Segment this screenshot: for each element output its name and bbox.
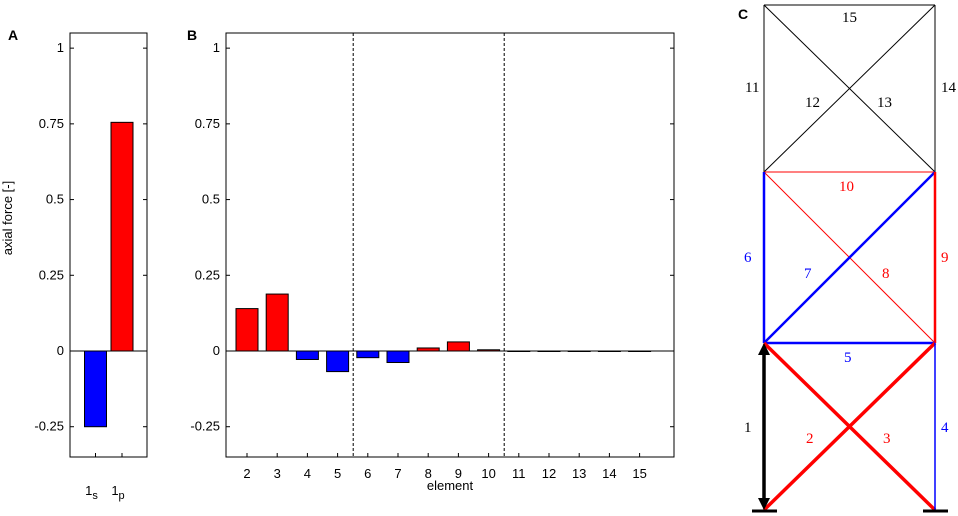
truss-label-10: 10 bbox=[839, 179, 854, 195]
panel-a-plot-frame bbox=[69, 32, 148, 458]
truss-label-8: 8 bbox=[882, 266, 890, 282]
bar-10 bbox=[477, 349, 501, 352]
x-tick-label: 11 bbox=[512, 466, 526, 481]
x-tick-label: 3 bbox=[274, 466, 281, 481]
bar-7 bbox=[386, 350, 410, 364]
x-tick-label-subscript: s bbox=[92, 490, 98, 502]
x-tick-label: 15 bbox=[632, 466, 646, 481]
x-tick-label: 6 bbox=[364, 466, 371, 481]
x-tick-label: 4 bbox=[304, 466, 311, 481]
y-tick-label: 0.75 bbox=[39, 116, 64, 131]
y-tick-label: -0.25 bbox=[34, 419, 64, 434]
truss-label-4: 4 bbox=[941, 420, 949, 436]
truss-member-7 bbox=[763, 171, 936, 344]
x-tick-label-main: 1 bbox=[85, 483, 92, 498]
panel-a-label: A bbox=[8, 27, 18, 43]
bar-8 bbox=[416, 347, 440, 352]
bar-15 bbox=[628, 350, 652, 352]
panel-b-plot-frame bbox=[225, 32, 675, 458]
truss-label-9: 9 bbox=[941, 250, 949, 266]
arrow-up-icon bbox=[758, 343, 770, 355]
x-axis-label: element bbox=[427, 478, 474, 493]
y-tick-label: -0.25 bbox=[190, 419, 220, 434]
bar-1s bbox=[84, 350, 107, 428]
bar-11 bbox=[507, 350, 531, 352]
x-tick-label: 10 bbox=[481, 466, 495, 481]
bar-5 bbox=[326, 350, 350, 373]
truss-label-1: 1 bbox=[744, 420, 752, 436]
y-tick-label: 1 bbox=[57, 40, 64, 55]
y-tick-label: 0.25 bbox=[39, 267, 64, 282]
truss-member-3 bbox=[762, 341, 937, 512]
truss-label-13: 13 bbox=[877, 95, 892, 111]
panel-c-truss-diagram: C 1 2 3 4 5 6 7 8 9 10 11 bbox=[738, 4, 957, 513]
truss-label-14: 14 bbox=[941, 80, 957, 96]
bar-6 bbox=[356, 350, 380, 359]
bar-2 bbox=[235, 308, 259, 352]
x-tick-label: 8 bbox=[425, 466, 432, 481]
x-tick-label: 14 bbox=[602, 466, 616, 481]
x-tick-label: 2 bbox=[243, 466, 250, 481]
y-tick-label: 0.25 bbox=[195, 267, 220, 282]
y-tick-label: 0.75 bbox=[195, 116, 220, 131]
bar-12 bbox=[537, 350, 561, 352]
x-tick-label: 12 bbox=[542, 466, 556, 481]
panel-b-label: B bbox=[187, 27, 197, 43]
arrow-down-icon bbox=[758, 498, 770, 510]
truss-member-12 bbox=[763, 4, 936, 173]
bar-4 bbox=[295, 350, 319, 360]
truss-label-6: 6 bbox=[744, 250, 752, 266]
bar-13 bbox=[567, 350, 591, 352]
truss-label-5: 5 bbox=[844, 350, 852, 366]
bar-3 bbox=[265, 293, 289, 352]
y-tick-label: 0 bbox=[57, 343, 64, 358]
panel-c-label: C bbox=[738, 6, 748, 22]
y-tick-label: 0.5 bbox=[46, 192, 64, 207]
x-tick-label: 5 bbox=[334, 466, 341, 481]
bar-9 bbox=[446, 341, 470, 352]
x-tick-label: 1s bbox=[85, 483, 98, 502]
x-tick-label: 1p bbox=[111, 483, 124, 502]
x-tick-label-main: 1 bbox=[111, 483, 118, 498]
truss-label-15: 15 bbox=[842, 10, 857, 26]
truss-label-3: 3 bbox=[883, 431, 891, 447]
x-tick-label: 7 bbox=[394, 466, 401, 481]
x-tick-label: 9 bbox=[455, 466, 462, 481]
panel-b-chart: B -0.25 0 0.25 0.5 0.75 1 2 3 4 5 6 7 8 9 10 11 12 13 14 1… bbox=[187, 27, 675, 493]
truss-label-12: 12 bbox=[805, 95, 820, 111]
y-tick-label: 0.5 bbox=[202, 192, 220, 207]
bar-1p bbox=[110, 121, 134, 352]
truss-label-11: 11 bbox=[745, 80, 759, 96]
y-tick-label: 0 bbox=[213, 343, 220, 358]
x-tick-label-subscript: p bbox=[119, 490, 125, 502]
bar-14 bbox=[597, 350, 621, 352]
y-tick-label: 1 bbox=[213, 40, 220, 55]
y-axis-label: axial force [-] bbox=[0, 181, 15, 255]
x-tick-label: 13 bbox=[572, 466, 586, 481]
truss-label-2: 2 bbox=[806, 431, 814, 447]
truss-label-7: 7 bbox=[804, 266, 812, 282]
